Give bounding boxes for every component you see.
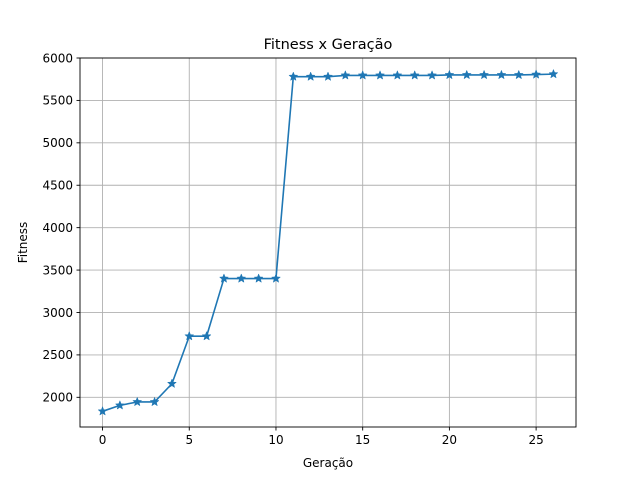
data-point-marker (479, 69, 490, 80)
x-tick-label: 20 (442, 433, 457, 447)
data-point-marker (409, 70, 420, 80)
data-point-marker (444, 69, 455, 80)
data-point-marker (305, 71, 316, 81)
data-point-marker (149, 396, 160, 407)
data-point-marker (513, 69, 524, 80)
data-point-marker (236, 273, 247, 283)
data-point-marker (218, 273, 229, 283)
x-tick-label: 10 (268, 433, 283, 447)
y-tick-label: 2500 (42, 348, 73, 362)
data-point-marker (531, 69, 542, 79)
data-point-marker (548, 68, 559, 79)
y-tick-label: 5500 (42, 94, 73, 108)
data-point-marker (270, 273, 281, 283)
y-tick-label: 5000 (42, 136, 73, 150)
y-axis-label: Fitness (16, 222, 30, 264)
data-point-marker (97, 406, 108, 416)
x-tick-label: 0 (99, 433, 107, 447)
series-line (102, 73, 554, 413)
data-point-marker (184, 330, 195, 341)
data-point-marker (357, 70, 368, 80)
data-point-marker (340, 70, 351, 80)
data-point-marker (427, 70, 438, 80)
plot-area-frame (79, 57, 577, 428)
chart-title: Fitness x Geração (264, 37, 393, 53)
data-point-marker (461, 69, 472, 80)
x-tick-label: 5 (185, 433, 193, 447)
y-tick-label: 3000 (42, 306, 73, 320)
x-axis-label: Geração (303, 456, 353, 470)
x-tick-label: 25 (528, 433, 543, 447)
data-point-marker (322, 71, 334, 81)
x-tick-label: 15 (355, 433, 370, 447)
y-tick-label: 3500 (42, 263, 73, 277)
y-tick-label: 6000 (42, 51, 73, 65)
data-point-marker (288, 71, 299, 81)
data-point-marker (496, 69, 507, 80)
data-point-marker (114, 400, 125, 410)
y-tick-label: 2000 (42, 391, 73, 405)
series-layer (97, 68, 559, 416)
data-point-marker (132, 396, 143, 407)
tick-layer: 0 5 10 15 20 25 2000 2500 3000 3500 4000 4500 5000 55… (42, 51, 543, 447)
data-point-marker (253, 273, 264, 283)
data-point-marker (392, 70, 403, 80)
data-point-marker (375, 70, 386, 80)
grid-layer (80, 57, 576, 427)
data-point-marker (166, 378, 177, 389)
data-point-marker (201, 330, 212, 341)
y-tick-label: 4000 (42, 221, 73, 235)
y-tick-label: 4500 (42, 179, 73, 193)
